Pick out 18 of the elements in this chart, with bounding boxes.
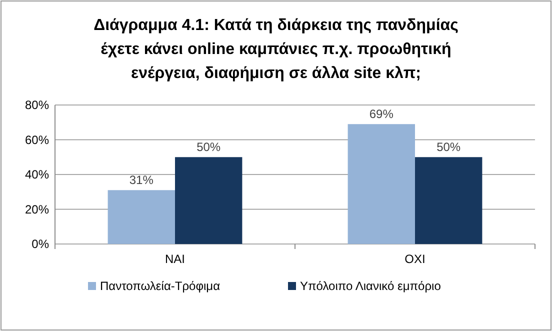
y-tick-label: 20% (24, 202, 50, 216)
bar (108, 190, 175, 244)
data-label: 31% (129, 173, 154, 188)
y-tick-label: 40% (24, 168, 50, 182)
y-tick-label: 60% (24, 132, 50, 147)
data-label: 50% (196, 140, 221, 154)
data-label: 69% (369, 107, 394, 122)
x-tick-label: ΟΧΙ (404, 252, 426, 266)
data-label: 50% (436, 140, 461, 154)
bar (348, 124, 415, 244)
legend-label: Παντοπωλεία-Τρόφιμα (100, 279, 220, 293)
y-tick-label: 0% (32, 237, 50, 251)
legend-label: Υπόλοιπο Λιανικό εμπόριο (300, 279, 442, 293)
bar (175, 157, 242, 244)
x-tick-label: ΝΑΙ (164, 252, 186, 266)
y-tick-label: 80% (24, 98, 50, 112)
bar (415, 157, 482, 244)
chart-title: Διάγραμμα 4.1: Κατά τη διάρκεια της πανδημίας έχετε κάνει online καμπάνιες π.χ. προωθητική ενέργεια, διαφήμιση σε άλλα site κλπ; (94, 17, 458, 82)
